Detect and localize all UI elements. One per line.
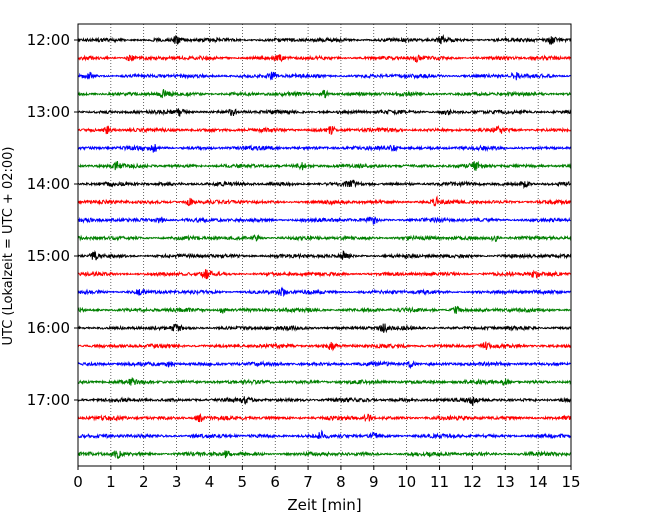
x-tick-label: 8	[336, 473, 346, 491]
x-tick-label: 14	[529, 473, 548, 491]
y-axis-label: UTC (Lokalzeit = UTC + 02:00)	[1, 147, 16, 346]
x-tick-label: 0	[73, 473, 83, 491]
x-tick-label: 13	[496, 473, 515, 491]
seismogram-trace	[77, 429, 572, 440]
y-axis-ticks: 12:00 13:00 14:00 15:00 16:00 17:00	[27, 31, 78, 409]
y-tick-label: 15:00	[27, 247, 70, 265]
x-tick-label: 6	[270, 473, 280, 491]
y-tick-label: 13:00	[27, 103, 70, 121]
seismogram-trace	[77, 450, 572, 460]
seismogram-trace	[77, 124, 572, 135]
x-axis-label: Zeit [min]	[287, 496, 361, 514]
seismogram-trace	[77, 143, 572, 153]
seismogram-trace	[77, 286, 572, 298]
seismogram-trace	[77, 359, 572, 370]
y-tick-label: 12:00	[27, 31, 70, 49]
x-tick-label: 4	[205, 473, 215, 491]
y-tick-label: 14:00	[27, 175, 70, 193]
seismogram-trace	[77, 71, 572, 81]
seismogram-trace	[77, 54, 572, 64]
y-tick-label: 17:00	[27, 391, 70, 409]
seismogram-trace	[77, 305, 572, 314]
seismogram-trace	[77, 323, 572, 334]
seismogram-trace	[77, 216, 572, 225]
x-tick-label: 11	[430, 473, 449, 491]
x-axis-ticks: 0 1 2 3 4 5 6 7 8 9 10 11 12 13 14 15	[73, 466, 581, 491]
seismogram-trace	[77, 179, 572, 190]
seismogram-trace	[77, 377, 572, 386]
x-tick-label: 15	[561, 473, 580, 491]
x-tick-label: 10	[397, 473, 416, 491]
seismogram-trace	[77, 34, 572, 46]
seismogram-trace	[77, 249, 572, 261]
seismogram-trace	[77, 89, 572, 99]
trace-series	[77, 34, 572, 460]
seismogram-trace	[77, 269, 572, 280]
seismogram-trace	[77, 108, 572, 117]
x-tick-label: 12	[463, 473, 482, 491]
y-tick-label: 16:00	[27, 319, 70, 337]
x-tick-label: 2	[139, 473, 149, 491]
seismogram-trace	[77, 160, 572, 171]
x-tick-label: 7	[303, 473, 313, 491]
seismogram-trace	[77, 412, 572, 423]
x-tick-label: 9	[369, 473, 379, 491]
seismogram-trace	[77, 396, 572, 407]
seismogram-trace	[77, 233, 572, 243]
x-tick-label: 5	[238, 473, 248, 491]
x-tick-label: 1	[106, 473, 116, 491]
seismogram-trace	[77, 195, 572, 207]
seismogram-trace	[77, 341, 572, 352]
x-tick-label: 3	[172, 473, 182, 491]
plot-frame	[77, 23, 572, 467]
